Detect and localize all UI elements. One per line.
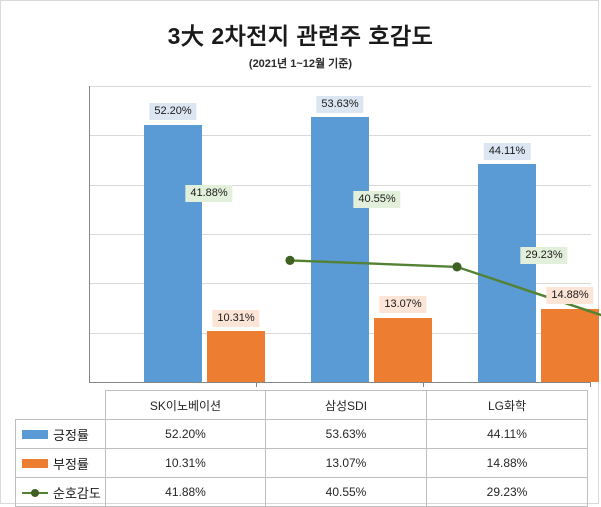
table-cell: 13.07% <box>265 448 427 478</box>
chart-title: 3大 2차전지 관련주 호감도 <box>167 23 434 49</box>
table-header-cell: LG화학 <box>426 390 588 420</box>
table-header-cell: 삼성SDI <box>265 390 427 420</box>
chart-subtitle: (2021년 1~12월 기준) <box>248 58 353 70</box>
bar-negative[interactable] <box>374 317 432 382</box>
table-header-row: SK이노베이션 삼성SDI LG화학 <box>16 390 588 420</box>
data-label-negative: 14.88% <box>546 287 594 304</box>
bar-positive[interactable] <box>311 117 369 382</box>
table-cell: 44.11% <box>426 419 588 449</box>
green-line-marker-icon <box>22 488 48 497</box>
table-cell: 29.23% <box>426 477 588 507</box>
table-cell: 14.88% <box>426 448 588 478</box>
table-cell: 53.63% <box>265 419 427 449</box>
x-axis-tick <box>256 382 257 387</box>
table-cell: 41.88% <box>105 477 266 507</box>
x-axis-line <box>89 382 591 383</box>
x-axis-tick <box>423 382 424 387</box>
table-corner-cell <box>16 391 106 420</box>
category-label: 삼성SDI <box>324 398 368 413</box>
line-marker[interactable] <box>452 262 462 272</box>
table-cell: 40.55% <box>265 477 427 507</box>
legend-label: 순호감도 <box>53 485 101 501</box>
bar-positive[interactable] <box>144 124 202 382</box>
category-label: SK이노베이션 <box>149 398 222 413</box>
data-label-net: 29.23% <box>520 247 568 264</box>
plot-area: 52.20% 53.63% 44.11% 10.31% 13.07% 14.88… <box>89 86 601 382</box>
x-axis-tick <box>590 382 591 387</box>
bar-negative[interactable] <box>207 331 265 382</box>
legend-label: 부정률 <box>53 456 89 472</box>
table-row: 부정률 10.31% 13.07% 14.88% <box>15 448 588 478</box>
line-marker[interactable] <box>285 255 295 265</box>
bar-negative[interactable] <box>541 308 599 382</box>
table-cell: 10.31% <box>105 448 266 478</box>
orange-square-icon <box>22 458 48 468</box>
data-table: SK이노베이션 삼성SDI LG화학 긍정률 52.20% 53.63% 44.… <box>15 390 588 507</box>
data-label-positive: 44.11% <box>483 143 531 160</box>
data-label-negative: 13.07% <box>379 296 427 313</box>
data-label-negative: 10.31% <box>212 310 260 327</box>
bar-positive[interactable] <box>478 164 536 382</box>
table-row: 긍정률 52.20% 53.63% 44.11% <box>15 419 588 449</box>
data-label-positive: 53.63% <box>316 96 364 113</box>
category-label: LG화학 <box>487 398 527 413</box>
data-label-positive: 52.20% <box>149 103 197 120</box>
table-cell: 52.20% <box>105 419 266 449</box>
gridline <box>89 86 591 87</box>
legend-label: 긍정률 <box>53 427 89 443</box>
legend-cell-positive[interactable]: 긍정률 <box>15 419 106 449</box>
legend-cell-negative[interactable]: 부정률 <box>15 448 106 478</box>
table-header-cell: SK이노베이션 <box>105 390 266 420</box>
data-label-net: 40.55% <box>353 191 401 208</box>
blue-square-icon <box>22 429 48 439</box>
table-row: 순호감도 41.88% 40.55% 29.23% <box>15 477 588 507</box>
y-axis-line <box>89 86 90 383</box>
legend-cell-net[interactable]: 순호감도 <box>15 477 106 507</box>
data-label-net: 41.88% <box>185 185 233 202</box>
